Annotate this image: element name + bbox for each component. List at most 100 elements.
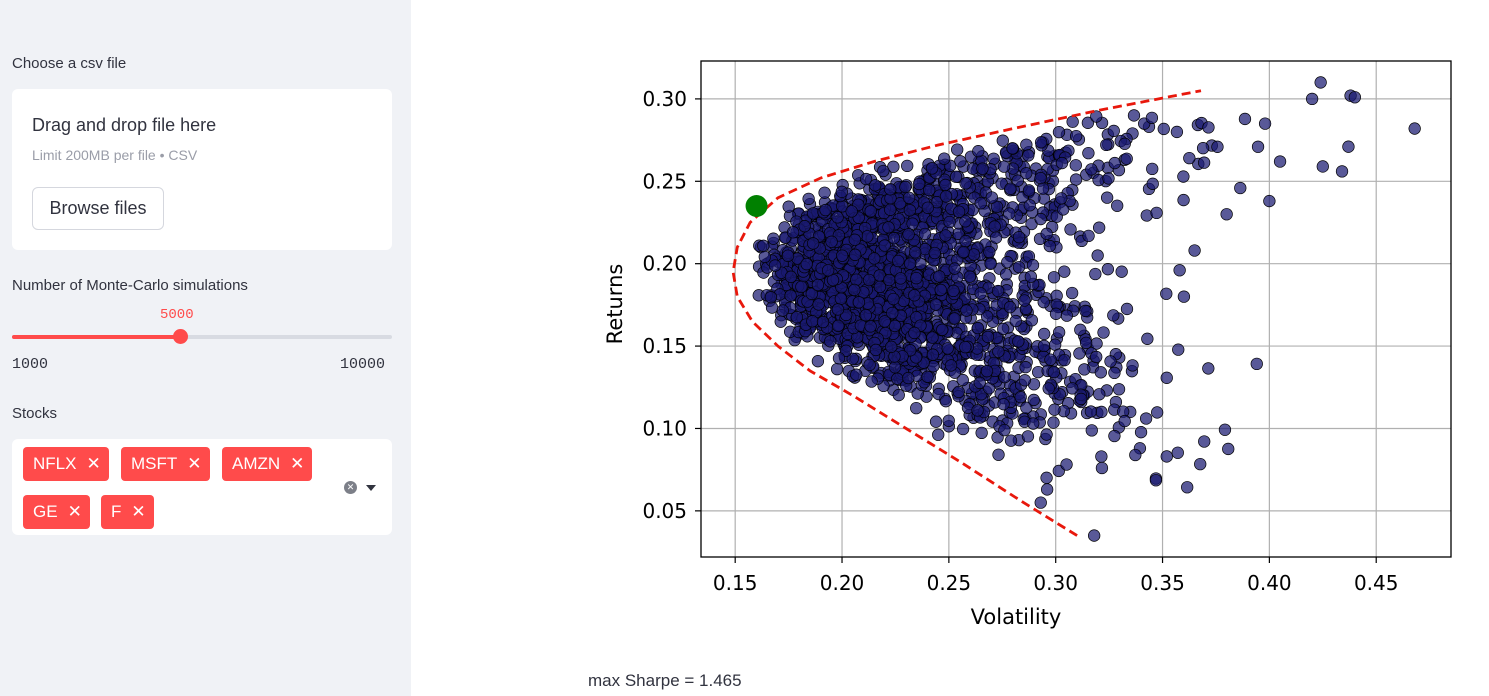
dropzone-title: Drag and drop file here: [32, 115, 217, 135]
scatter-point: [1047, 271, 1061, 284]
scatter-point: [848, 283, 861, 297]
scatter-point: [1058, 353, 1071, 367]
y-tick-label: 0.20: [642, 252, 687, 276]
scatter-point: [1043, 239, 1056, 253]
scatter-point: [906, 217, 919, 230]
remove-tag-icon[interactable]: ✕: [187, 454, 202, 473]
scatter-point: [790, 311, 803, 324]
simulations-slider[interactable]: [12, 329, 392, 344]
scatter-point: [1042, 382, 1055, 395]
scatter-point: [996, 134, 1009, 147]
x-tick-label: 0.35: [1140, 571, 1185, 595]
scatter-point: [929, 298, 942, 311]
scatter-point: [845, 205, 858, 218]
scatter-point: [1060, 309, 1073, 322]
scatter-point: [1194, 457, 1207, 471]
file-dropzone[interactable]: Drag and drop file here Limit 200MB per …: [12, 89, 392, 250]
stock-tag[interactable]: AMZN ✕: [222, 447, 313, 481]
scatter-point: [1012, 335, 1025, 348]
scatter-point: [1047, 416, 1060, 429]
scatter-point: [1074, 392, 1088, 406]
scatter-point: [1102, 172, 1115, 185]
scatter-point: [892, 388, 905, 402]
scatter-point: [830, 362, 844, 376]
browse-files-button[interactable]: Browse files: [32, 187, 164, 230]
scatter-point: [765, 301, 779, 314]
scatter-point: [832, 319, 845, 332]
scatter-point: [1314, 76, 1327, 89]
scatter-point: [971, 404, 984, 417]
scatter-point: [985, 191, 999, 204]
scatter-point: [1234, 181, 1247, 195]
scatter-point: [960, 304, 973, 317]
remove-tag-icon[interactable]: ✕: [290, 454, 305, 473]
scatter-point: [1108, 156, 1121, 170]
scatter-point: [1040, 428, 1053, 441]
scatter-point: [909, 246, 922, 259]
scatter-point: [1094, 366, 1107, 379]
chevron-down-icon[interactable]: [366, 485, 376, 491]
scatter-point: [974, 197, 987, 210]
scatter-point: [934, 283, 947, 297]
scatter-point: [821, 264, 835, 277]
scatter-point: [883, 273, 896, 287]
scatter-point: [850, 368, 863, 381]
scatter-point: [1250, 357, 1263, 371]
scatter-point: [1211, 140, 1224, 153]
scatter-point: [1065, 286, 1079, 300]
slider-value: 5000: [160, 307, 194, 323]
efficient-frontier-line: [731, 89, 1202, 537]
scatter-point: [1073, 347, 1086, 360]
scatter-point: [1037, 339, 1051, 353]
stock-tag[interactable]: F ✕: [101, 495, 154, 529]
stocks-multiselect[interactable]: NFLX ✕ MSFT ✕ AMZN ✕ GE ✕ F ✕ ✕: [12, 439, 392, 535]
scatter-point: [834, 292, 848, 305]
remove-tag-icon[interactable]: ✕: [131, 502, 146, 521]
scatter-point: [971, 321, 985, 335]
scatter-point: [1160, 287, 1173, 300]
scatter-point: [967, 248, 981, 261]
remove-tag-icon[interactable]: ✕: [86, 454, 101, 473]
scatter-point: [910, 271, 923, 285]
scatter-point: [1093, 388, 1106, 401]
x-tick-label: 0.15: [713, 571, 758, 595]
scatter-point: [987, 152, 1000, 165]
stock-tag[interactable]: GE ✕: [23, 495, 90, 529]
scatter-point: [1025, 314, 1039, 327]
scatter-point: [806, 315, 819, 328]
scatter-point: [933, 270, 946, 283]
slider-thumb[interactable]: [173, 329, 189, 344]
scatter-point: [1157, 122, 1170, 136]
scatter-point: [1146, 162, 1159, 176]
scatter-point: [1024, 270, 1038, 283]
scatter-point: [1145, 111, 1159, 124]
scatter-point: [768, 259, 782, 272]
scatter-point: [888, 319, 902, 333]
scatter-point: [902, 191, 916, 204]
scatter-point: [1108, 429, 1121, 443]
stock-tag[interactable]: NFLX ✕: [23, 447, 109, 481]
scatter-point: [1095, 461, 1109, 475]
scatter-point: [1150, 206, 1163, 220]
scatter-point: [812, 298, 825, 311]
scatter-point: [1022, 149, 1035, 162]
scatter-point: [1040, 227, 1053, 240]
scatter-point: [805, 287, 818, 300]
scatter-point: [1079, 336, 1093, 350]
scatter-point: [863, 273, 876, 287]
scatter-point: [807, 237, 820, 250]
x-tick-label: 0.45: [1354, 571, 1399, 595]
scatter-point: [868, 252, 881, 265]
remove-tag-icon[interactable]: ✕: [67, 502, 82, 521]
scatter-point: [784, 270, 798, 283]
max-sharpe-point: [745, 195, 768, 218]
scatter-point: [999, 268, 1013, 281]
clear-all-icon[interactable]: ✕: [344, 481, 357, 494]
scatter-point: [888, 361, 902, 374]
scatter-point: [1408, 122, 1421, 135]
scatter-point: [1085, 424, 1098, 437]
stock-tag[interactable]: MSFT ✕: [121, 447, 210, 481]
scatter-point: [1040, 471, 1053, 484]
scatter-point: [850, 273, 863, 286]
upload-label: Choose a csv file: [12, 55, 127, 72]
